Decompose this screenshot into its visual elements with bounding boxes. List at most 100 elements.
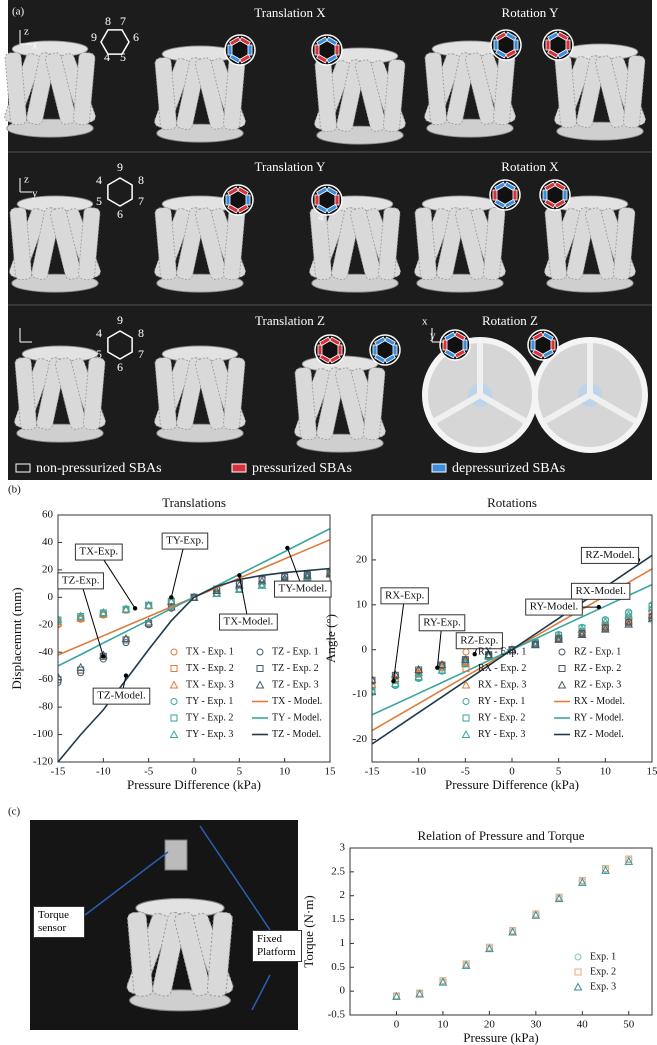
x-tick-label: 10 xyxy=(279,766,291,778)
annotation-dot xyxy=(597,605,601,609)
annotation: RX-Model. xyxy=(575,585,626,597)
legend-label: Exp. 3 xyxy=(590,981,616,992)
y-tick-label: 1.5 xyxy=(331,913,345,925)
sba-segment xyxy=(246,195,250,205)
data-point xyxy=(463,715,469,721)
y-tick-label: -60 xyxy=(38,673,53,685)
x-tick-label: 40 xyxy=(577,1019,589,1031)
legend-label: RZ - Model. xyxy=(574,729,624,740)
legend-label: RX - Exp. 1 xyxy=(478,646,526,657)
x-tick-label: 15 xyxy=(325,766,337,778)
pose-title: Translation Z xyxy=(255,313,325,328)
x-axis-label: Pressure Difference (kPa) xyxy=(445,777,579,792)
annotation-arrow xyxy=(393,596,404,681)
annotation: RX-Exp. xyxy=(385,589,425,601)
sba-segment xyxy=(551,340,555,350)
pose-title: Rotation Z xyxy=(482,313,538,328)
data-point xyxy=(171,682,178,689)
x-axis-label: Pressure (kPa) xyxy=(463,1030,538,1045)
annotation: TZ-Model. xyxy=(97,690,146,702)
callout: Fixed Platform xyxy=(252,930,302,962)
y-tick-label: -20 xyxy=(352,733,367,745)
sba-segment xyxy=(494,40,498,50)
axis-glyph: y xyxy=(430,330,436,342)
sba-segment xyxy=(315,195,319,205)
sba-segment xyxy=(514,40,518,50)
legend-swatch xyxy=(16,464,30,472)
data-point xyxy=(575,954,581,960)
data-point xyxy=(171,731,178,738)
hex-label: 7 xyxy=(138,347,144,361)
legend-label: TY - Exp. 1 xyxy=(186,696,233,707)
panel-label: (a) xyxy=(12,6,25,18)
sba-segment xyxy=(318,345,322,355)
annotation-dot xyxy=(124,673,128,677)
top-view-spoke xyxy=(477,343,483,395)
x-tick-label: -10 xyxy=(411,766,426,778)
plot-area xyxy=(393,856,632,999)
sba-segment xyxy=(338,345,342,355)
y-tick-label: 0 xyxy=(340,985,346,997)
hex-label: 6 xyxy=(133,30,139,44)
x-tick-label: 0 xyxy=(509,766,515,778)
hex-label: 5 xyxy=(96,194,102,208)
y-tick-label: -100 xyxy=(33,728,54,740)
legend-label: TX - Exp. 3 xyxy=(186,679,234,690)
annotation-dot xyxy=(169,595,173,599)
chart-title: Relation of Pressure and Torque xyxy=(417,828,584,843)
x-tick-label: 10 xyxy=(437,1019,449,1031)
annotation: RZ-Model. xyxy=(585,549,634,561)
legend-label: pressurized SBAs xyxy=(252,461,352,476)
y-tick-label: 1 xyxy=(340,937,346,949)
x-tick-label: 0 xyxy=(191,766,197,778)
legend-label: RZ - Exp. 2 xyxy=(574,663,621,674)
annotation-dot xyxy=(435,665,439,669)
legend-label: TX - Exp. 1 xyxy=(186,646,234,657)
hex-label: 4 xyxy=(96,326,102,340)
data-point xyxy=(171,666,177,672)
hex-label: 8 xyxy=(138,326,144,340)
hex-label: 6 xyxy=(117,207,123,221)
legend-label: RY - Exp. 1 xyxy=(478,696,525,707)
axis-glyph: z xyxy=(24,174,29,186)
data-point xyxy=(575,969,581,975)
hex-label: 7 xyxy=(120,14,126,28)
annotation: TY-Model. xyxy=(279,583,328,595)
annotation: RY-Model. xyxy=(530,601,579,613)
legend-label: TZ - Exp. 1 xyxy=(272,646,319,657)
data-point xyxy=(559,666,565,672)
annotation: TZ-Exp. xyxy=(62,574,100,586)
y-tick-label: 20 xyxy=(356,553,368,565)
data-point xyxy=(171,649,177,655)
hex-label: 5 xyxy=(96,347,102,361)
axis-glyph: y xyxy=(32,188,38,200)
hex-label: 9 xyxy=(91,30,97,44)
x-tick-label: 30 xyxy=(530,1019,542,1031)
sba-segment xyxy=(563,190,567,200)
annotation-dot xyxy=(101,654,105,658)
x-tick-label: -10 xyxy=(96,766,111,778)
x-tick-label: -5 xyxy=(461,766,471,778)
data-point xyxy=(123,635,130,642)
y-tick-label: 2.5 xyxy=(331,865,345,877)
y-tick-label: -20 xyxy=(38,618,53,630)
legend-label: TY - Model. xyxy=(272,712,322,723)
axis-glyph: x xyxy=(32,40,38,52)
data-point xyxy=(463,699,469,705)
hex-label: 9 xyxy=(117,160,123,174)
data-point xyxy=(171,699,177,705)
pose-title: Rotation Y xyxy=(502,5,560,20)
sba-segment xyxy=(315,45,319,55)
x-tick-label: -5 xyxy=(144,766,154,778)
sba-segment xyxy=(335,45,339,55)
data-point xyxy=(463,649,469,655)
data-point xyxy=(257,666,263,672)
hex-label: 4 xyxy=(104,50,110,64)
x-tick-label: 50 xyxy=(623,1019,635,1031)
y-axis-label: Angle (°) xyxy=(323,614,338,663)
x-tick-label: -15 xyxy=(365,766,380,778)
hex-label: 6 xyxy=(117,360,123,374)
annotation: TX-Model. xyxy=(224,616,274,628)
panel-label: (b) xyxy=(8,484,21,496)
legend-label: RX - Exp. 3 xyxy=(478,679,526,690)
